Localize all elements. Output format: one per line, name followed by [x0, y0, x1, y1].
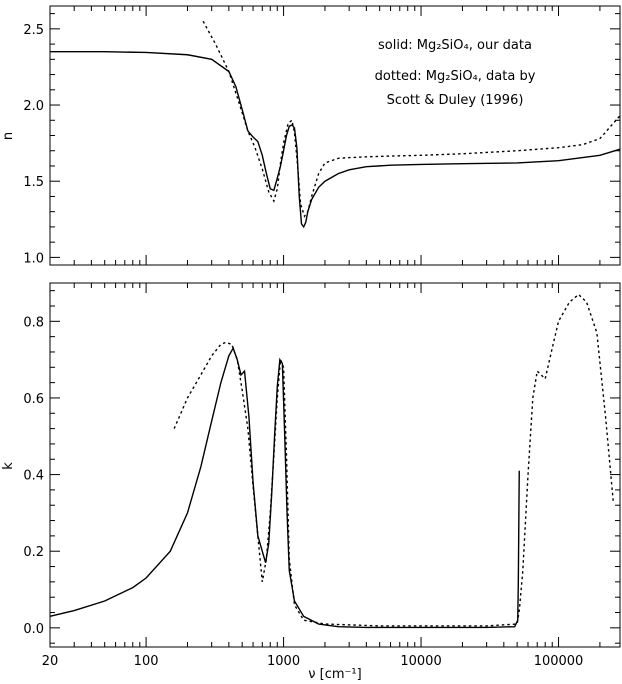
k-series-dotted-line — [173, 293, 614, 627]
k-x-tick-label: 10000 — [400, 654, 441, 669]
k-panel: 20 100 1000 10000 100000 0.0 0.2 0.4 0.6 0.8 k ν … — [1, 282, 621, 682]
k-ticks — [49, 283, 620, 647]
n-y-tick-label: 1.5 — [23, 175, 44, 190]
k-y-axis-label: k — [1, 462, 16, 470]
k-curves — [49, 293, 614, 629]
k-x-tick-label: 20 — [42, 654, 59, 669]
k-plot-frame — [49, 282, 621, 648]
k-x-tick-label: 100 — [134, 654, 159, 669]
n-curves — [50, 20, 621, 229]
k-x-tick-label: 100000 — [534, 654, 584, 669]
n-y-tick-label: 2.0 — [23, 99, 44, 114]
n-panel: 1.0 1.5 2.0 2.5 n solid: Mg₂SiO₄, our data … — [1, 5, 621, 267]
n-ticks — [49, 6, 620, 265]
x-axis-label: ν [cm⁻¹] — [308, 667, 361, 682]
k-tick-labels: 20 100 1000 10000 100000 0.0 0.2 0.4 0.6 0.8 — [23, 315, 583, 669]
k-series-solid-line — [49, 346, 520, 629]
n-series-dotted-line — [202, 20, 621, 218]
k-y-tick-label: 0.6 — [23, 392, 44, 407]
k-y-tick-label: 0.2 — [23, 545, 44, 560]
n-y-axis-label: n — [1, 132, 16, 140]
n-series-solid-line — [50, 51, 621, 229]
k-x-tick-label: 1000 — [267, 654, 300, 669]
n-y-tick-label: 2.5 — [23, 23, 44, 38]
k-y-tick-label: 0.0 — [23, 622, 44, 637]
annotation-dotted: dotted: Mg₂SiO₄, data by — [375, 69, 536, 84]
n-y-tick-label: 1.0 — [23, 251, 44, 266]
n-tick-labels: 1.0 1.5 2.0 2.5 — [23, 23, 44, 267]
k-y-tick-label: 0.8 — [23, 315, 44, 330]
legend-annotation: solid: Mg₂SiO₄, our data dotted: Mg₂SiO₄… — [375, 38, 536, 108]
annotation-reference: Scott & Duley (1996) — [387, 93, 524, 108]
annotation-solid: solid: Mg₂SiO₄, our data — [378, 38, 532, 53]
n-plot-frame — [49, 5, 621, 266]
k-y-tick-label: 0.4 — [23, 469, 44, 484]
